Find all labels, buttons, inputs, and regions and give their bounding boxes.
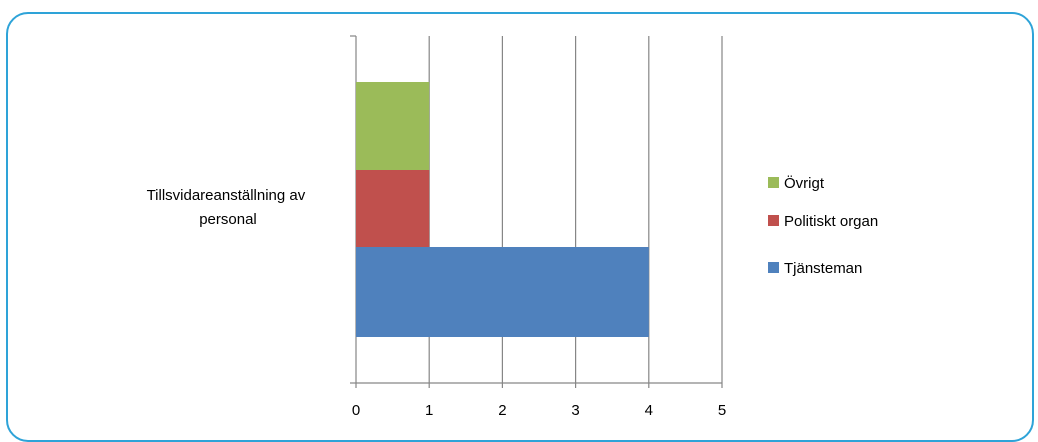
legend-label: Politiskt organ xyxy=(784,213,878,230)
legend-label: Tjänsteman xyxy=(784,260,862,277)
bars xyxy=(356,82,649,337)
x-tick-label: 5 xyxy=(718,402,726,419)
legend-label: Övrigt xyxy=(784,174,825,192)
tick-labels: 0 1 2 3 4 5 xyxy=(352,402,726,419)
category-label-line-1: Tillsvidareanställning av xyxy=(147,187,306,204)
x-tick-label: 2 xyxy=(498,402,506,419)
x-tick-label: 4 xyxy=(645,402,653,419)
legend-swatch xyxy=(768,262,779,273)
legend-swatch xyxy=(768,177,779,188)
x-tick-label: 1 xyxy=(425,402,433,419)
chart-frame xyxy=(6,12,1034,442)
x-tick-label: 0 xyxy=(352,402,360,419)
bar-tjänsteman xyxy=(356,247,649,337)
category-label-line-2: personal xyxy=(199,211,257,228)
category-label: Tillsvidareanställning av personal xyxy=(147,187,310,228)
bar-chart: 0 1 2 3 4 5 Tillsvidareanställning av persona… xyxy=(147,35,878,419)
legend-swatch xyxy=(768,215,779,226)
bar-politiskt-organ xyxy=(356,170,430,247)
bar-övrigt xyxy=(356,82,430,170)
legend: Övrigt Politiskt organ Tjänsteman xyxy=(768,174,878,277)
x-tick-label: 3 xyxy=(571,402,579,419)
